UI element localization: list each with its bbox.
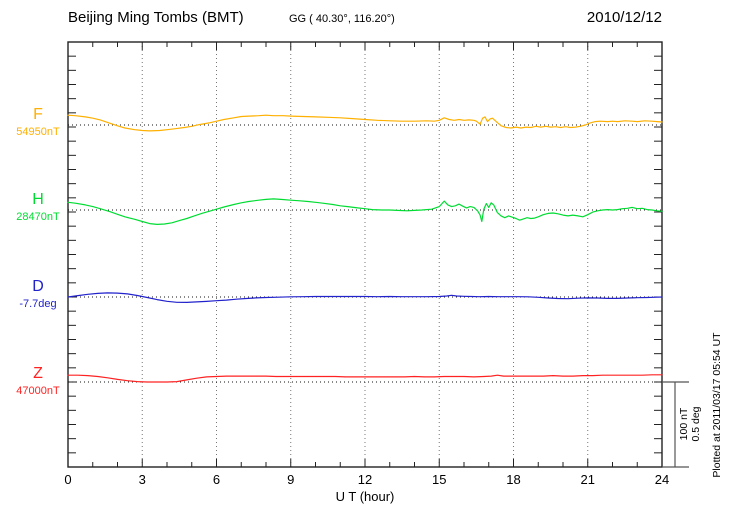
scale-bar-label: 100 nT 0.5 deg [678, 399, 702, 449]
trace-Z [67, 374, 663, 383]
channel-label-F: F [33, 106, 43, 123]
x-tick-label: 3 [138, 472, 146, 487]
plotted-at-note: Plotted at 2011/03/17 05:54 UT [711, 332, 723, 478]
channel-baseline-value-D: -7.7deg [19, 298, 57, 310]
x-tick-label: 15 [432, 472, 447, 487]
channel-baseline-value-H: 28470nT [16, 211, 60, 223]
channel-label-D: D [32, 278, 44, 295]
trace-F [67, 114, 663, 132]
channel-baseline-value-F: 54950nT [16, 126, 60, 138]
x-tick-label: 12 [357, 472, 373, 487]
trace-H [67, 198, 663, 225]
x-tick-label: 9 [287, 472, 295, 487]
channel-legend-Z: Z 47000nT [0, 366, 76, 397]
x-tick-label: 6 [212, 472, 221, 487]
station-title: Beijing Ming Tombs (BMT) [68, 9, 244, 26]
plot-date: 2010/12/12 [586, 9, 662, 26]
channel-legend-H: H 28470nT [0, 192, 76, 223]
trace-D [67, 292, 663, 303]
channel-label-H: H [32, 191, 44, 208]
channel-baseline-value-Z: 47000nT [16, 385, 60, 397]
channel-label-Z: Z [33, 365, 43, 382]
x-tick-label: 18 [506, 472, 521, 487]
x-tick-label: 24 [654, 472, 670, 487]
station-coordinates: GG ( 40.30°, 116.20°) [289, 13, 395, 25]
channel-legend-F: F 54950nT [0, 107, 76, 138]
x-tick-label: 0 [64, 472, 72, 487]
scale-bar-label-deg: 0.5 deg [690, 406, 703, 442]
x-tick-label: 21 [580, 472, 595, 487]
channel-legend-D: D -7.7deg [0, 279, 76, 310]
x-axis-label: U T (hour) [335, 489, 395, 504]
scale-bar-label-nt: 100 nT [678, 407, 690, 441]
x-axis-tick-labels: 0 3 6 9 12 15 18 21 24 [0, 472, 730, 488]
